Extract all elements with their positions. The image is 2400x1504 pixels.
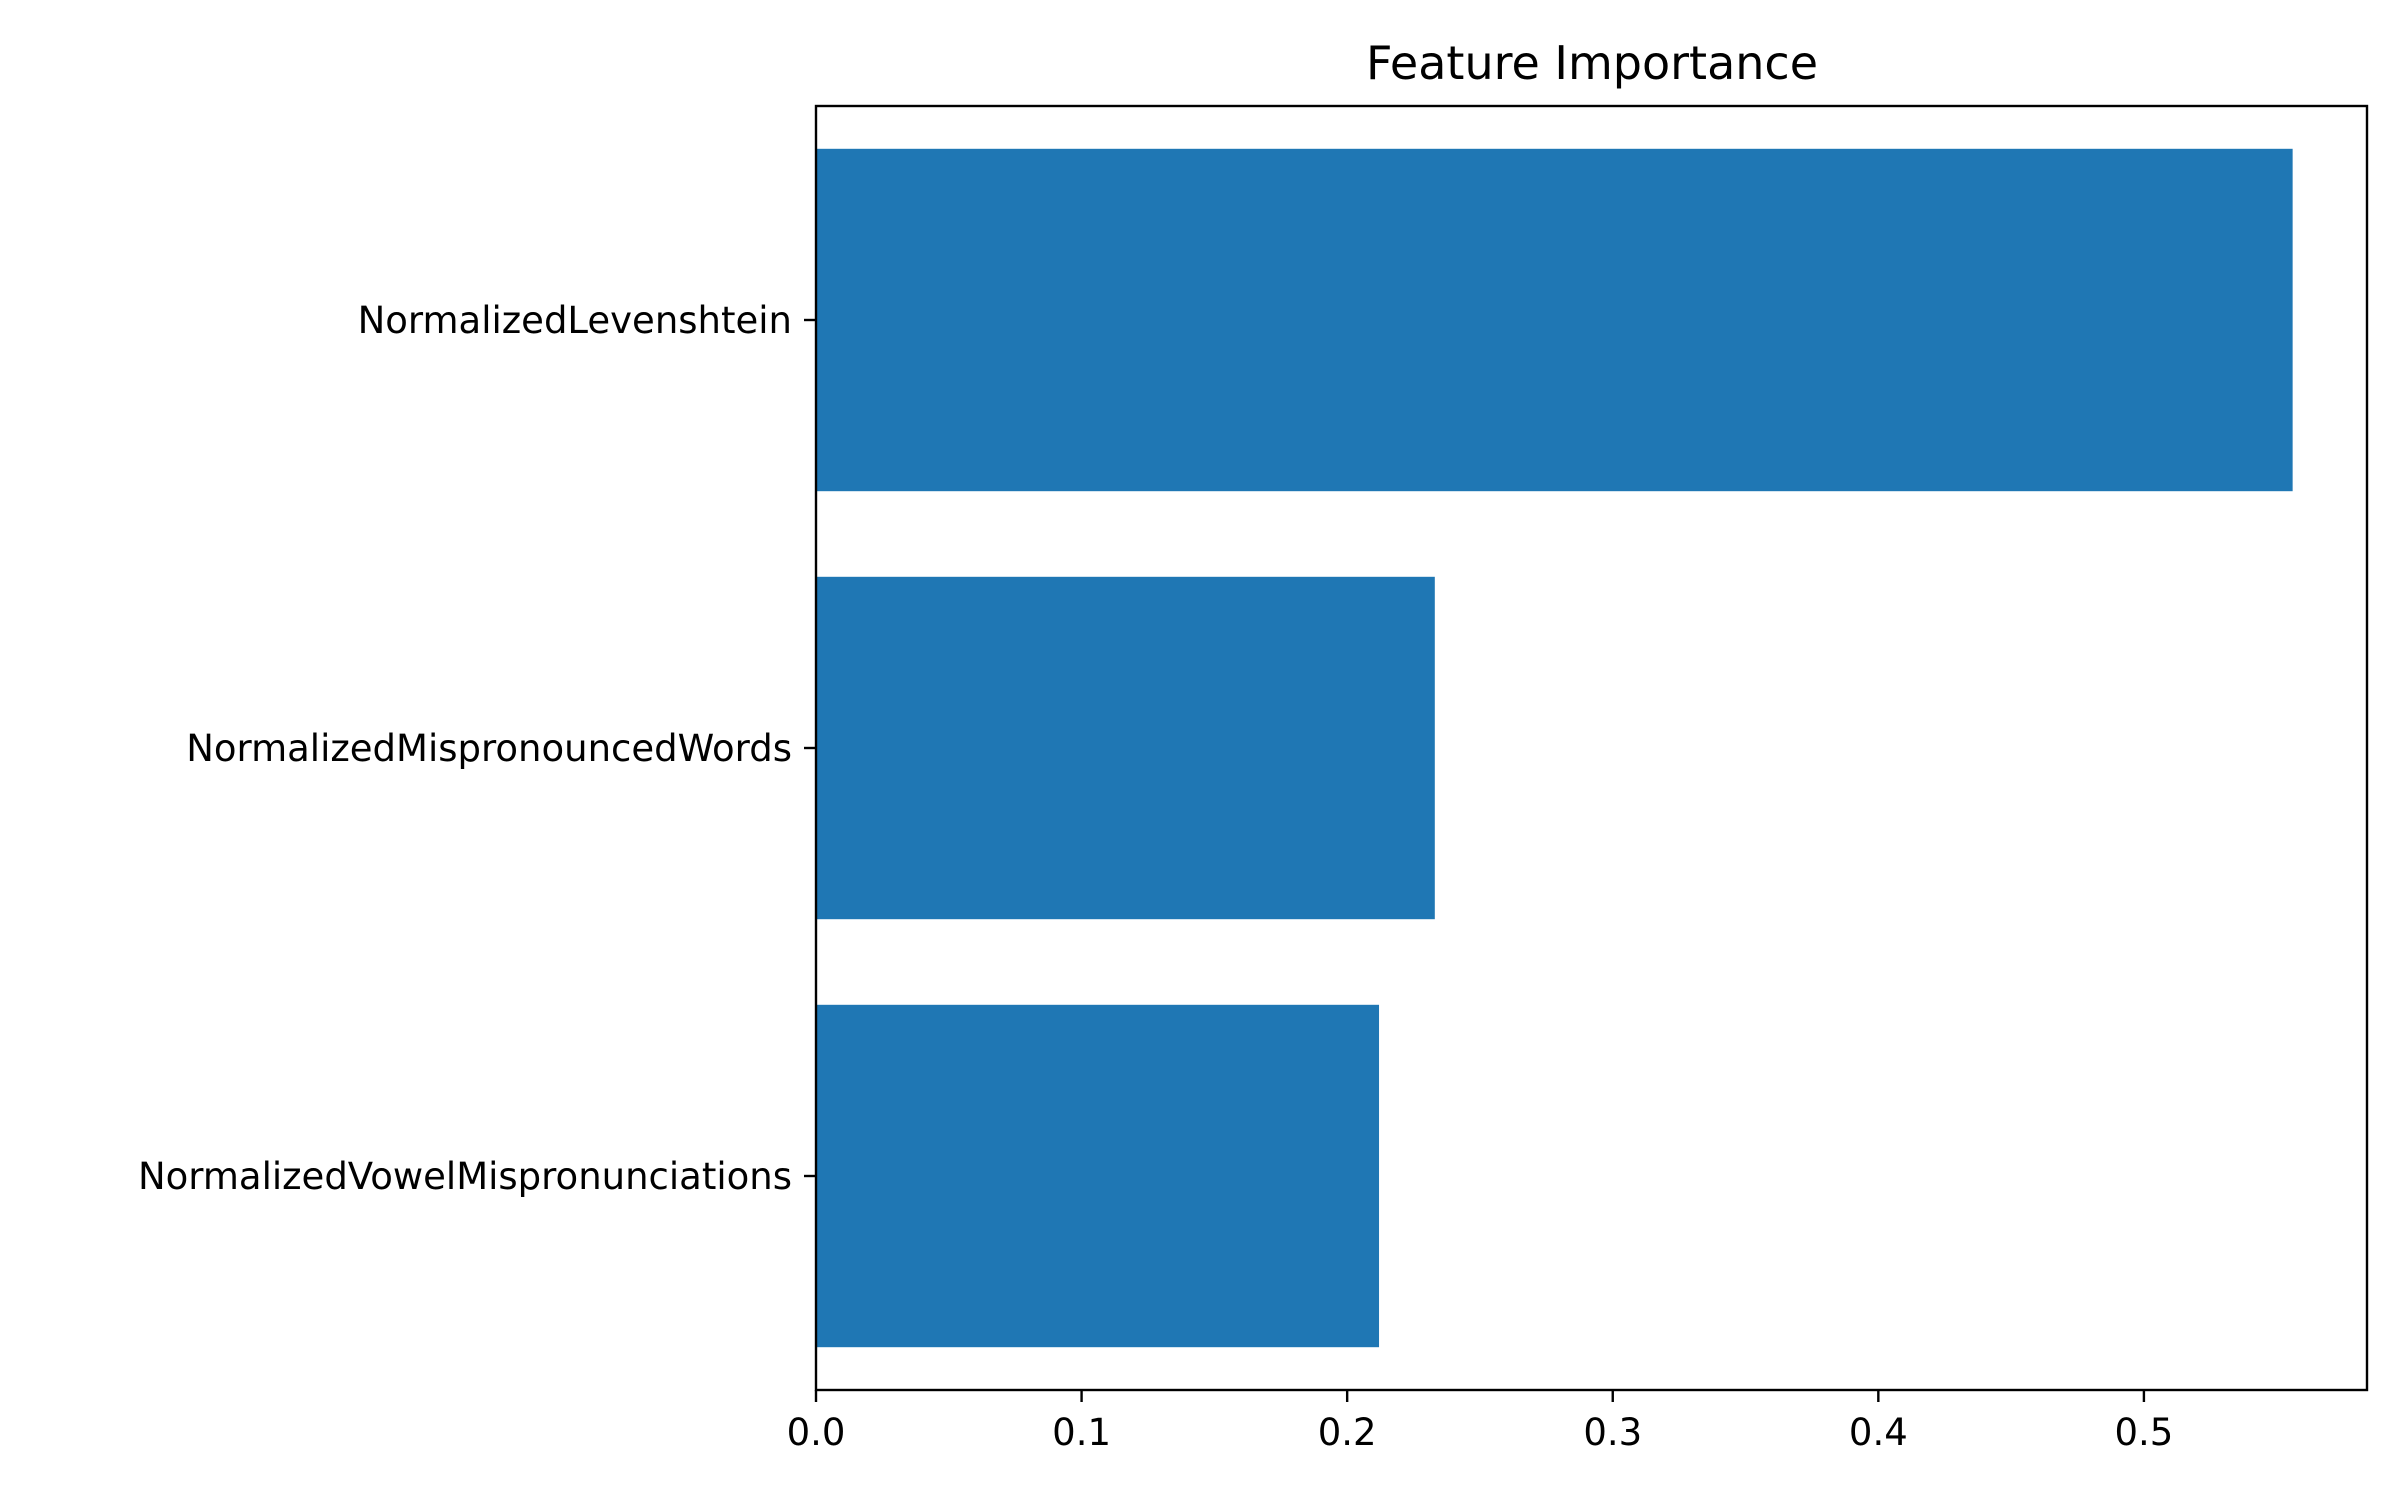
bars-layer: [816, 148, 2293, 1348]
y-tick-label: NormalizedLevenshtein: [358, 299, 792, 342]
bar-NormalizedVowelMispronunciations: [816, 1004, 1380, 1348]
bar-NormalizedLevenshtein: [816, 148, 2293, 492]
x-tick-label: 0.5: [2114, 1411, 2173, 1454]
y-tick-label: NormalizedVowelMispronunciations: [138, 1155, 792, 1198]
y-axis: NormalizedLevenshtein NormalizedMispronou…: [138, 299, 816, 1198]
y-tick-label: NormalizedMispronouncedWords: [186, 727, 792, 770]
x-tick-label: 0.3: [1583, 1411, 1642, 1454]
x-tick-label: 0.0: [787, 1411, 846, 1454]
chart-title: Feature Importance: [1366, 36, 1818, 90]
x-tick-label: 0.1: [1052, 1411, 1111, 1454]
x-tick-label: 0.2: [1318, 1411, 1377, 1454]
plot-area-frame: [814, 104, 2369, 1392]
x-axis: 0.0 0.1 0.2 0.3 0.4 0.5: [787, 1390, 2173, 1454]
x-tick-label: 0.4: [1849, 1411, 1908, 1454]
bar-NormalizedMispronouncedWords: [816, 576, 1435, 920]
